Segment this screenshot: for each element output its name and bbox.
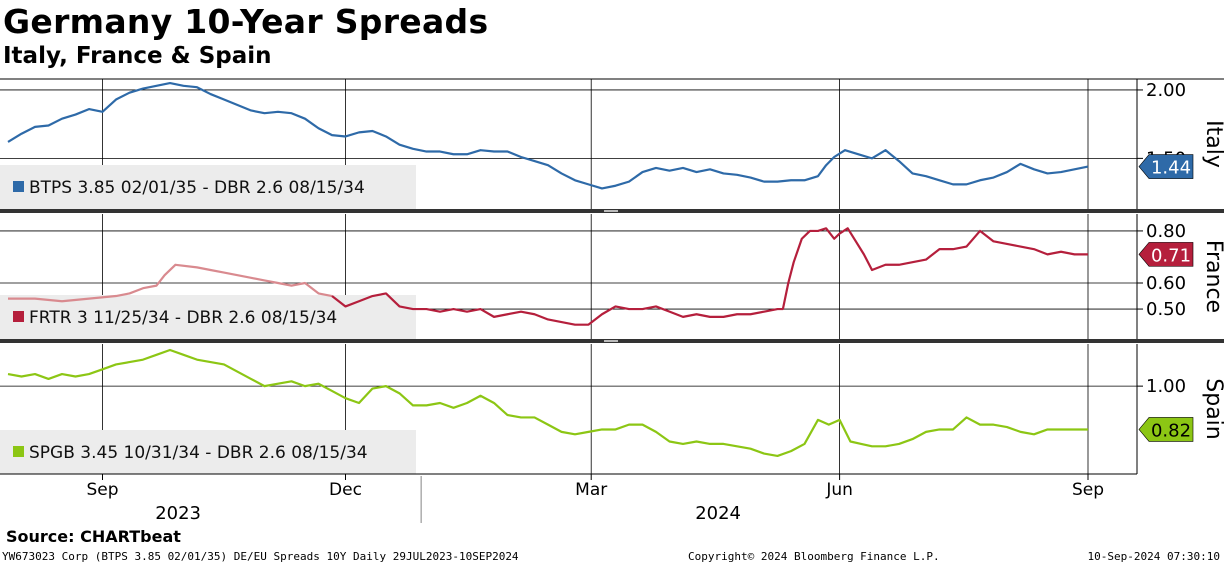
italy-ytick-label: 2.00 bbox=[1146, 80, 1186, 101]
spain-last-value-tag bbox=[1138, 417, 1194, 442]
france-legend-box bbox=[0, 295, 416, 339]
x-tick-label: Sep bbox=[86, 480, 118, 500]
chart-subtitle: Italy, France & Spain bbox=[3, 43, 272, 69]
spain-series-line bbox=[7, 348, 1088, 458]
france-series-line-early bbox=[8, 263, 333, 303]
france-axis-label: France bbox=[1201, 240, 1224, 313]
france-legend-swatch bbox=[13, 311, 24, 322]
italy-series-line bbox=[7, 82, 1089, 190]
france-panel: 0.80 0.60 0.50 FRTR 3 11/25/34 - DBR 2.6 08… bbox=[0, 214, 1224, 339]
x-tick-label: Sep bbox=[1072, 480, 1104, 500]
source-note: Source: CHARTbeat bbox=[6, 527, 181, 546]
year-label: 2024 bbox=[695, 503, 741, 524]
spain-legend-box bbox=[0, 430, 416, 474]
italy-legend-box bbox=[0, 165, 416, 209]
spain-legend-label: SPGB 3.45 10/31/34 - DBR 2.6 08/15/34 bbox=[29, 443, 368, 463]
france-ytick-label: 0.50 bbox=[1146, 299, 1186, 320]
ticker-line: YW673023 Corp (BTPS 3.85 02/01/35) DE/EU… bbox=[2, 550, 519, 563]
italy-axis-label: Italy bbox=[1201, 120, 1224, 168]
italy-legend-swatch bbox=[13, 181, 24, 192]
italy-panel: 2.001.50BTPS 3.85 02/01/35 - DBR 2.6 08/… bbox=[0, 79, 1224, 209]
spain-legend-swatch bbox=[13, 446, 24, 457]
italy-legend-label: BTPS 3.85 02/01/35 - DBR 2.6 08/15/34 bbox=[29, 178, 365, 198]
italy-last-value-tag bbox=[1138, 154, 1194, 179]
spain-panel: 1.00 SPGB 3.45 10/31/34 - DBR 2.6 08/15/3… bbox=[0, 344, 1224, 474]
france-ytick-label: 0.80 bbox=[1146, 221, 1186, 242]
separator-handle bbox=[604, 340, 618, 342]
x-tick-label: Jun bbox=[825, 480, 853, 500]
chart-title: Germany 10-Year Spreads bbox=[3, 2, 489, 41]
france-legend-label: FRTR 3 11/25/34 - DBR 2.6 08/15/34 bbox=[29, 308, 337, 328]
spain-axis-label: Spain bbox=[1201, 378, 1224, 439]
france-last-value: 0.71 bbox=[1151, 245, 1191, 266]
separator-handle bbox=[604, 210, 618, 212]
timestamp: 10-Sep-2024 07:30:10 bbox=[1087, 550, 1220, 563]
italy-last-value: 1.44 bbox=[1151, 158, 1191, 179]
copyright-note: Copyright© 2024 Bloomberg Finance L.P. bbox=[688, 550, 940, 563]
france-ytick-label: 0.60 bbox=[1146, 273, 1186, 294]
year-label: 2023 bbox=[155, 503, 201, 524]
x-tick-label: Dec bbox=[329, 480, 362, 500]
spain-last-value: 0.82 bbox=[1151, 420, 1191, 441]
france-series-line bbox=[331, 227, 1088, 326]
spain-ytick-label: 1.00 bbox=[1146, 376, 1186, 397]
france-last-value-tag bbox=[1138, 242, 1194, 267]
x-tick-label: Mar bbox=[575, 480, 607, 500]
